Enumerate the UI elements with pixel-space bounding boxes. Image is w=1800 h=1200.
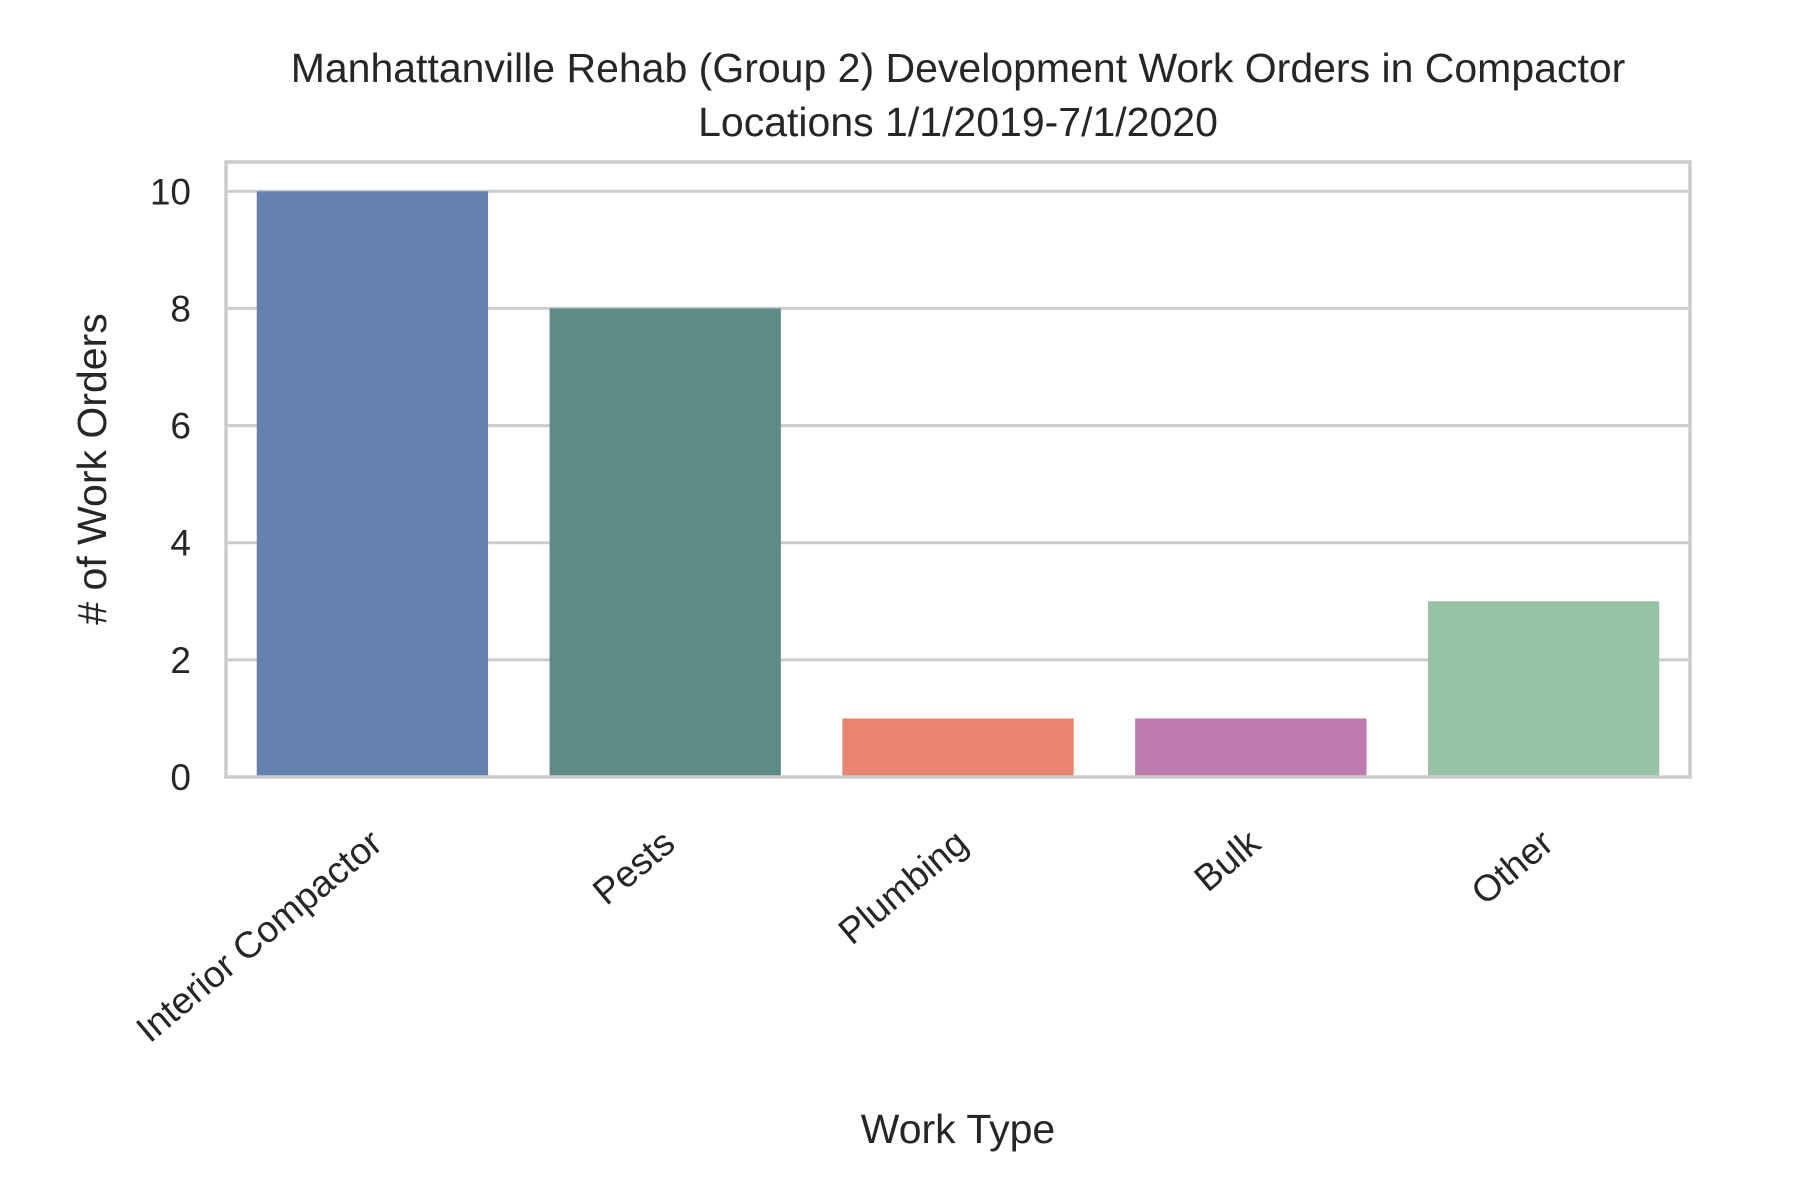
plot-border bbox=[224, 160, 1692, 779]
bar-3 bbox=[1135, 718, 1367, 777]
y-tick-label-1: 2 bbox=[170, 640, 191, 681]
x-tick-label-4: Other bbox=[1463, 822, 1560, 913]
y-tick-label-0: 0 bbox=[170, 757, 191, 798]
y-tick-label-4: 8 bbox=[170, 288, 191, 329]
y-tick-label-3: 6 bbox=[170, 406, 191, 447]
x-axis-label: Work Type bbox=[861, 1106, 1055, 1152]
bar-2 bbox=[842, 718, 1074, 777]
x-axis-ticks: Interior Compactor Pests Plumbing Bulk Other bbox=[128, 821, 1560, 1050]
bar-1 bbox=[549, 308, 781, 777]
y-tick-label-2: 4 bbox=[170, 523, 191, 564]
bars bbox=[256, 191, 1660, 778]
x-tick-label-2: Plumbing bbox=[831, 822, 976, 953]
y-axis-label: # of Work Orders bbox=[69, 313, 115, 624]
plot-frame bbox=[224, 160, 1692, 779]
x-tick-label-1: Pests bbox=[585, 822, 682, 913]
bar-4 bbox=[1427, 601, 1660, 777]
y-axis-ticks: 0 2 4 6 8 10 bbox=[150, 171, 191, 798]
chart-title-line-1: Manhattanville Rehab (Group 2) Developme… bbox=[291, 45, 1626, 91]
chart-title-line-2: Locations 1/1/2019-7/1/2020 bbox=[698, 99, 1218, 145]
x-tick-label-0: Interior Compactor bbox=[128, 822, 389, 1050]
bar-0 bbox=[256, 191, 489, 778]
y-tick-label-5: 10 bbox=[150, 171, 191, 212]
x-tick-label-3: Bulk bbox=[1186, 821, 1268, 899]
chart-title: Manhattanville Rehab (Group 2) Developme… bbox=[291, 45, 1626, 145]
